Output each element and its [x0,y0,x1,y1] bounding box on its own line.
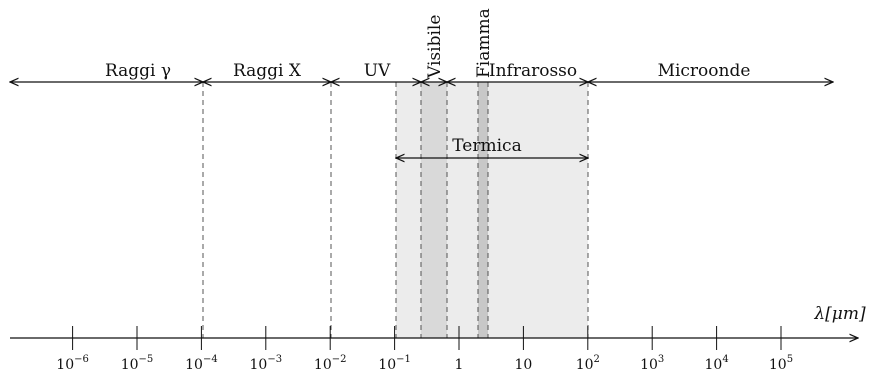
tick-label: 10−4 [185,354,218,373]
tick-label: 10−2 [314,354,347,373]
flame-band [478,82,488,338]
label-gamma: Raggi γ [105,61,171,81]
axis-ticks: 10−6 10−5 10−4 10−3 10−2 10−1 1 10 102 103 104 105 [56,326,793,373]
label-uv: UV [364,61,391,81]
tick-label: 103 [640,354,664,373]
tick-label: 10−3 [250,354,283,373]
tick-label: 105 [769,354,793,373]
label-thermal: Termica [452,136,521,156]
visible-band [421,82,447,338]
label-flame: Fiamma [474,8,494,78]
tick-label: 10−6 [56,354,89,373]
tick-label: 102 [576,354,600,373]
tick-label: 10−1 [378,354,411,373]
label-infrared: Infrarosso [489,61,577,81]
tick-label: 104 [704,354,728,373]
label-visible: Visibile [425,15,445,79]
tick-label: 10−5 [121,354,154,373]
label-xray: Raggi X [233,61,302,81]
label-microwave: Microonde [658,61,751,81]
tick-label: 1 [455,357,464,373]
tick-label: 10 [514,357,532,373]
axis-label: λ[μm] [813,304,866,324]
